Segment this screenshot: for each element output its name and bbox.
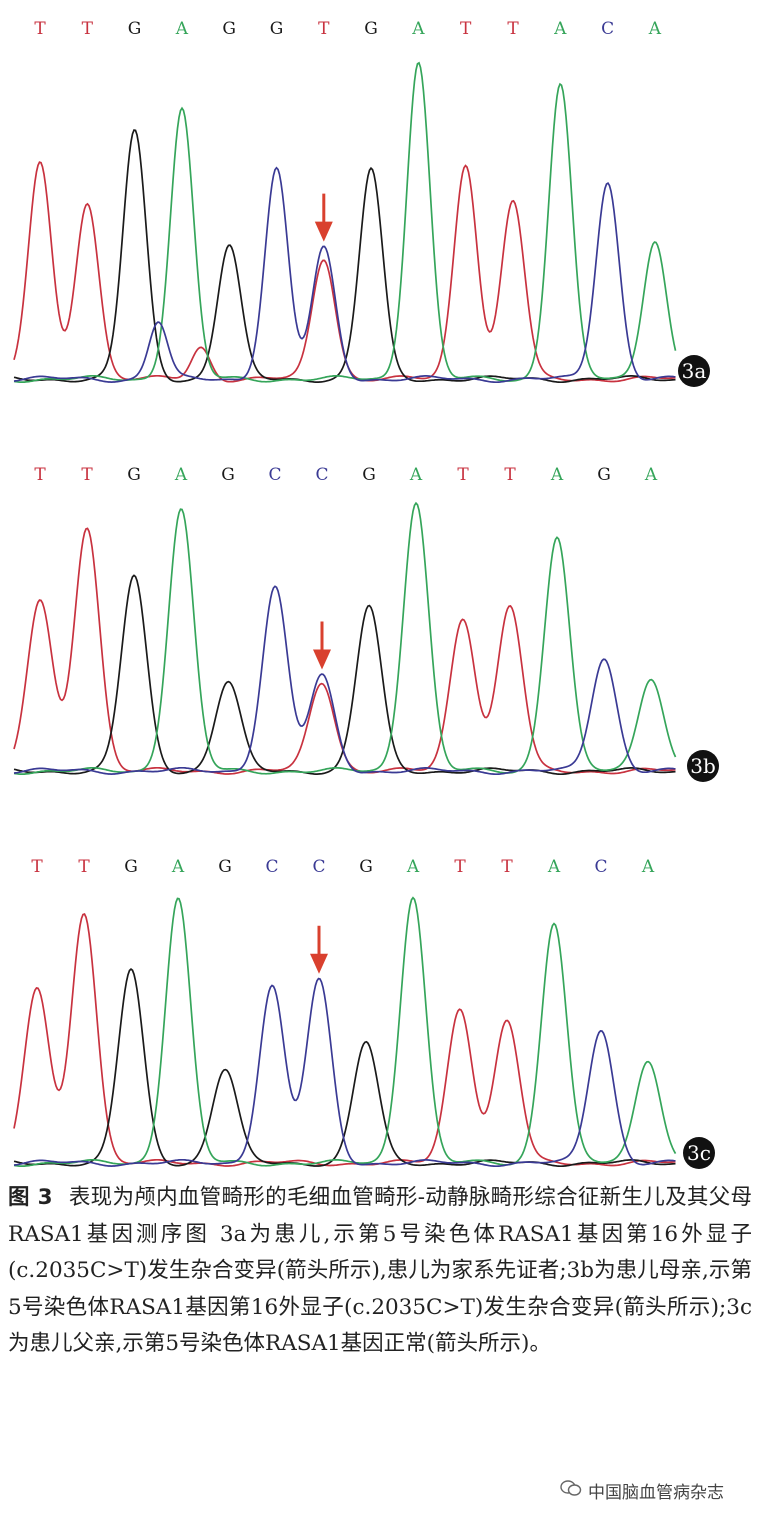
base-letter: A [641,857,655,877]
figure-caption: 图 3 表现为颅内血管畸形的毛细血管畸形-动静脉畸形综合征新生儿及其父母RASA1… [8,1180,752,1363]
panel-label: 3a [682,359,707,383]
base-letter: A [553,19,567,39]
panel-label: 3c [687,1141,711,1165]
chromatogram-svg: T T G A G G T G A T T A C A 3a [13,19,710,387]
base-letter: A [648,19,662,39]
base-letter: A [409,465,423,485]
base-letter: T [34,465,46,485]
base-letter: A [411,19,425,39]
figure-label: 图 3 [8,1185,53,1210]
base-letter: A [547,857,561,877]
trace-C [13,977,676,1168]
base-letter: A [175,19,189,39]
arrow-head [313,649,331,670]
base-letter: T [81,465,93,485]
chromatogram-3a: T T G A G G T G A T T A C A 3a [0,0,760,420]
base-letter: G [218,857,232,877]
base-letter: G [124,857,138,877]
base-letter: C [268,465,281,485]
chromatogram-svg: T T G A G C C G A T T A G A 3b [13,465,719,782]
trace-A [13,501,677,775]
base-letter: G [362,465,376,485]
watermark-text: 中国脑血管病杂志 [588,1483,724,1503]
trace-G [13,574,676,776]
chromatogram-3c: T T G A G C C G A T T A C A 3c [0,830,760,1190]
base-letter: T [82,19,94,39]
panel-badge [678,355,710,387]
arrow-head [314,221,333,242]
base-letter: T [454,857,466,877]
base-letter: T [460,19,472,39]
chromatogram-svg: T T G A G C C G A T T A C A 3c [13,857,715,1169]
trace-G [13,967,676,1168]
arrow-head [310,953,328,974]
base-letter: T [507,19,519,39]
chromatogram-3b: T T G A G C C G A T T A G A 3b [0,440,760,810]
base-letter: T [34,19,46,39]
base-letter: C [594,857,607,877]
base-letter: G [221,465,235,485]
base-letter: T [504,465,516,485]
base-letter: G [128,19,142,39]
base-letter: G [270,19,284,39]
base-letter: A [171,857,185,877]
base-letter: T [31,857,43,877]
trace-T [13,527,676,775]
base-letter: A [406,857,420,877]
base-letter: A [550,465,564,485]
trace-C [13,585,676,776]
panel-label: 3b [690,754,716,778]
base-letter: G [359,857,373,877]
trace-C [13,166,676,384]
base-letter: G [597,465,611,485]
base-letter: C [265,857,278,877]
base-letter: A [644,465,658,485]
trace-G [13,129,676,384]
base-letter: C [315,465,328,485]
trace-T [13,913,676,1167]
base-letter: T [318,19,330,39]
watermark: 中国脑血管病杂志 [560,1478,724,1503]
base-letter: C [312,857,325,877]
trace-A [13,896,677,1167]
panel-badge [683,1137,715,1169]
base-letter: T [501,857,513,877]
figure-caption-text: 表现为颅内血管畸形的毛细血管畸形-动静脉畸形综合征新生儿及其父母RASA1基因测… [8,1185,752,1357]
base-letter: T [78,857,90,877]
panel-badge [687,750,719,782]
base-letter: C [601,19,614,39]
base-letter: G [222,19,236,39]
base-letter: T [457,465,469,485]
base-letter: G [127,465,141,485]
wechat-icon [560,1479,582,1502]
base-letter: A [174,465,188,485]
base-letter: G [364,19,378,39]
